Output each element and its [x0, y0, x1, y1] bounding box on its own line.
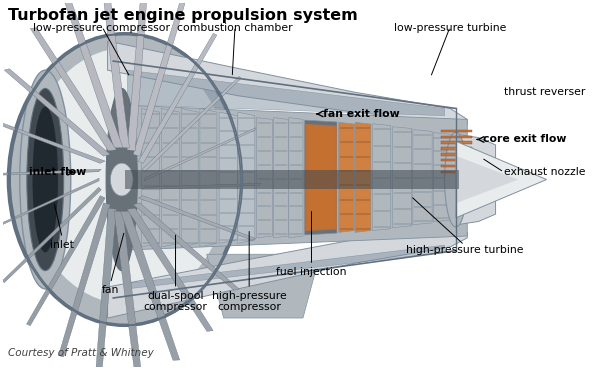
Polygon shape	[107, 232, 467, 318]
Bar	[440, 136, 472, 138]
Polygon shape	[305, 124, 337, 231]
Bar	[440, 147, 472, 150]
Ellipse shape	[32, 107, 58, 252]
Polygon shape	[206, 254, 320, 318]
Polygon shape	[4, 69, 110, 156]
Polygon shape	[338, 122, 355, 232]
Ellipse shape	[106, 88, 137, 270]
Polygon shape	[274, 118, 288, 238]
Polygon shape	[219, 112, 237, 243]
Polygon shape	[0, 169, 101, 176]
Text: core exit flow: core exit flow	[483, 134, 566, 144]
Polygon shape	[26, 196, 105, 326]
Bar	[440, 159, 472, 161]
Polygon shape	[102, 0, 130, 148]
Polygon shape	[355, 122, 371, 232]
Polygon shape	[392, 127, 412, 228]
Polygon shape	[64, 0, 123, 148]
Ellipse shape	[25, 48, 230, 304]
Polygon shape	[456, 156, 518, 203]
Polygon shape	[142, 108, 160, 247]
Ellipse shape	[445, 132, 467, 227]
Text: inlet flow: inlet flow	[29, 167, 86, 177]
Polygon shape	[107, 41, 467, 125]
Text: dual-spool
compressor: dual-spool compressor	[143, 291, 208, 312]
Text: fuel injection: fuel injection	[276, 267, 347, 277]
Polygon shape	[142, 76, 241, 172]
Polygon shape	[373, 124, 391, 231]
Text: Courtesy of Pratt & Whitney: Courtesy of Pratt & Whitney	[8, 348, 154, 358]
Polygon shape	[30, 28, 116, 151]
Polygon shape	[309, 127, 332, 228]
Polygon shape	[95, 208, 116, 370]
Polygon shape	[289, 118, 303, 238]
Text: fan exit flow: fan exit flow	[323, 109, 400, 119]
Polygon shape	[307, 125, 335, 230]
Polygon shape	[306, 124, 336, 231]
Polygon shape	[0, 178, 99, 231]
Text: inlet: inlet	[50, 240, 74, 250]
Polygon shape	[121, 211, 180, 360]
Polygon shape	[433, 132, 451, 222]
Bar	[440, 171, 472, 173]
Text: combustion chamber: combustion chamber	[177, 23, 293, 33]
Polygon shape	[305, 120, 337, 235]
Bar	[440, 165, 472, 167]
Polygon shape	[181, 108, 198, 247]
Bar	[125, 171, 459, 189]
Polygon shape	[0, 119, 105, 163]
Polygon shape	[161, 108, 179, 247]
Ellipse shape	[20, 70, 71, 289]
Polygon shape	[114, 211, 142, 370]
Ellipse shape	[27, 88, 64, 270]
Text: thrust reverser: thrust reverser	[504, 87, 586, 97]
Polygon shape	[2, 187, 101, 283]
Bar	[440, 130, 472, 132]
Text: high-pressure turbine: high-pressure turbine	[406, 245, 523, 255]
Polygon shape	[139, 196, 256, 240]
Text: Turbofan jet engine propulsion system: Turbofan jet engine propulsion system	[8, 8, 358, 23]
Polygon shape	[133, 203, 239, 290]
Polygon shape	[59, 203, 110, 357]
Polygon shape	[456, 141, 547, 218]
Ellipse shape	[8, 34, 241, 325]
Bar	[440, 153, 472, 156]
Ellipse shape	[110, 163, 133, 196]
Polygon shape	[127, 208, 213, 332]
Polygon shape	[142, 183, 262, 190]
Polygon shape	[238, 112, 255, 243]
Polygon shape	[139, 33, 217, 163]
Text: low-pressure turbine: low-pressure turbine	[394, 23, 506, 33]
Text: high-pressure
compressor: high-pressure compressor	[212, 291, 287, 312]
Text: exhaust nozzle: exhaust nozzle	[504, 167, 586, 177]
Text: low-pressure compressor: low-pressure compressor	[34, 23, 170, 33]
Polygon shape	[455, 134, 496, 225]
Polygon shape	[200, 108, 217, 247]
Text: fan: fan	[102, 285, 119, 295]
Polygon shape	[257, 118, 272, 238]
Polygon shape	[133, 2, 185, 156]
Polygon shape	[127, 70, 445, 116]
Polygon shape	[127, 0, 148, 151]
Bar	[440, 141, 472, 144]
Polygon shape	[145, 128, 256, 181]
Polygon shape	[127, 245, 445, 289]
Polygon shape	[413, 130, 432, 225]
Polygon shape	[113, 105, 467, 250]
Polygon shape	[308, 126, 334, 229]
